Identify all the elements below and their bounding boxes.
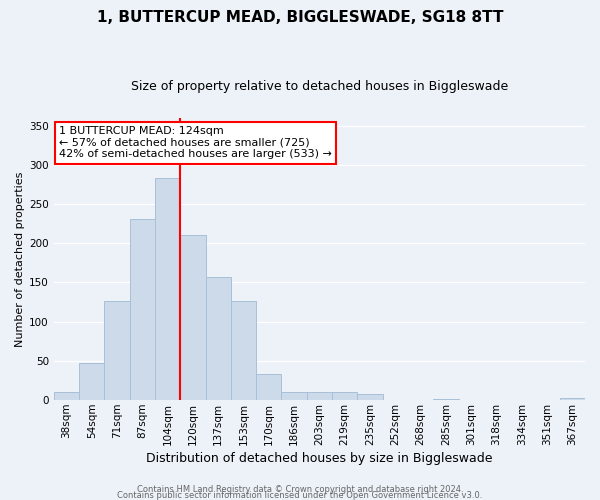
Bar	[307, 392, 332, 400]
Bar	[231, 302, 256, 400]
Bar	[256, 374, 281, 400]
Bar	[281, 392, 307, 400]
Text: Contains HM Land Registry data © Crown copyright and database right 2024.: Contains HM Land Registry data © Crown c…	[137, 484, 463, 494]
Bar	[104, 300, 130, 400]
Y-axis label: Number of detached properties: Number of detached properties	[15, 172, 25, 346]
Text: 1 BUTTERCUP MEAD: 124sqm
← 57% of detached houses are smaller (725)
42% of semi-: 1 BUTTERCUP MEAD: 124sqm ← 57% of detach…	[59, 126, 332, 160]
Bar	[54, 392, 79, 400]
Bar	[79, 364, 104, 400]
Title: Size of property relative to detached houses in Biggleswade: Size of property relative to detached ho…	[131, 80, 508, 93]
Bar	[560, 398, 585, 400]
X-axis label: Distribution of detached houses by size in Biggleswade: Distribution of detached houses by size …	[146, 452, 493, 465]
Bar	[358, 394, 383, 400]
Text: Contains public sector information licensed under the Open Government Licence v3: Contains public sector information licen…	[118, 490, 482, 500]
Text: 1, BUTTERCUP MEAD, BIGGLESWADE, SG18 8TT: 1, BUTTERCUP MEAD, BIGGLESWADE, SG18 8TT	[97, 10, 503, 25]
Bar	[130, 219, 155, 400]
Bar	[180, 236, 206, 400]
Bar	[332, 392, 358, 400]
Bar	[433, 398, 458, 400]
Bar	[155, 178, 180, 400]
Bar	[206, 277, 231, 400]
